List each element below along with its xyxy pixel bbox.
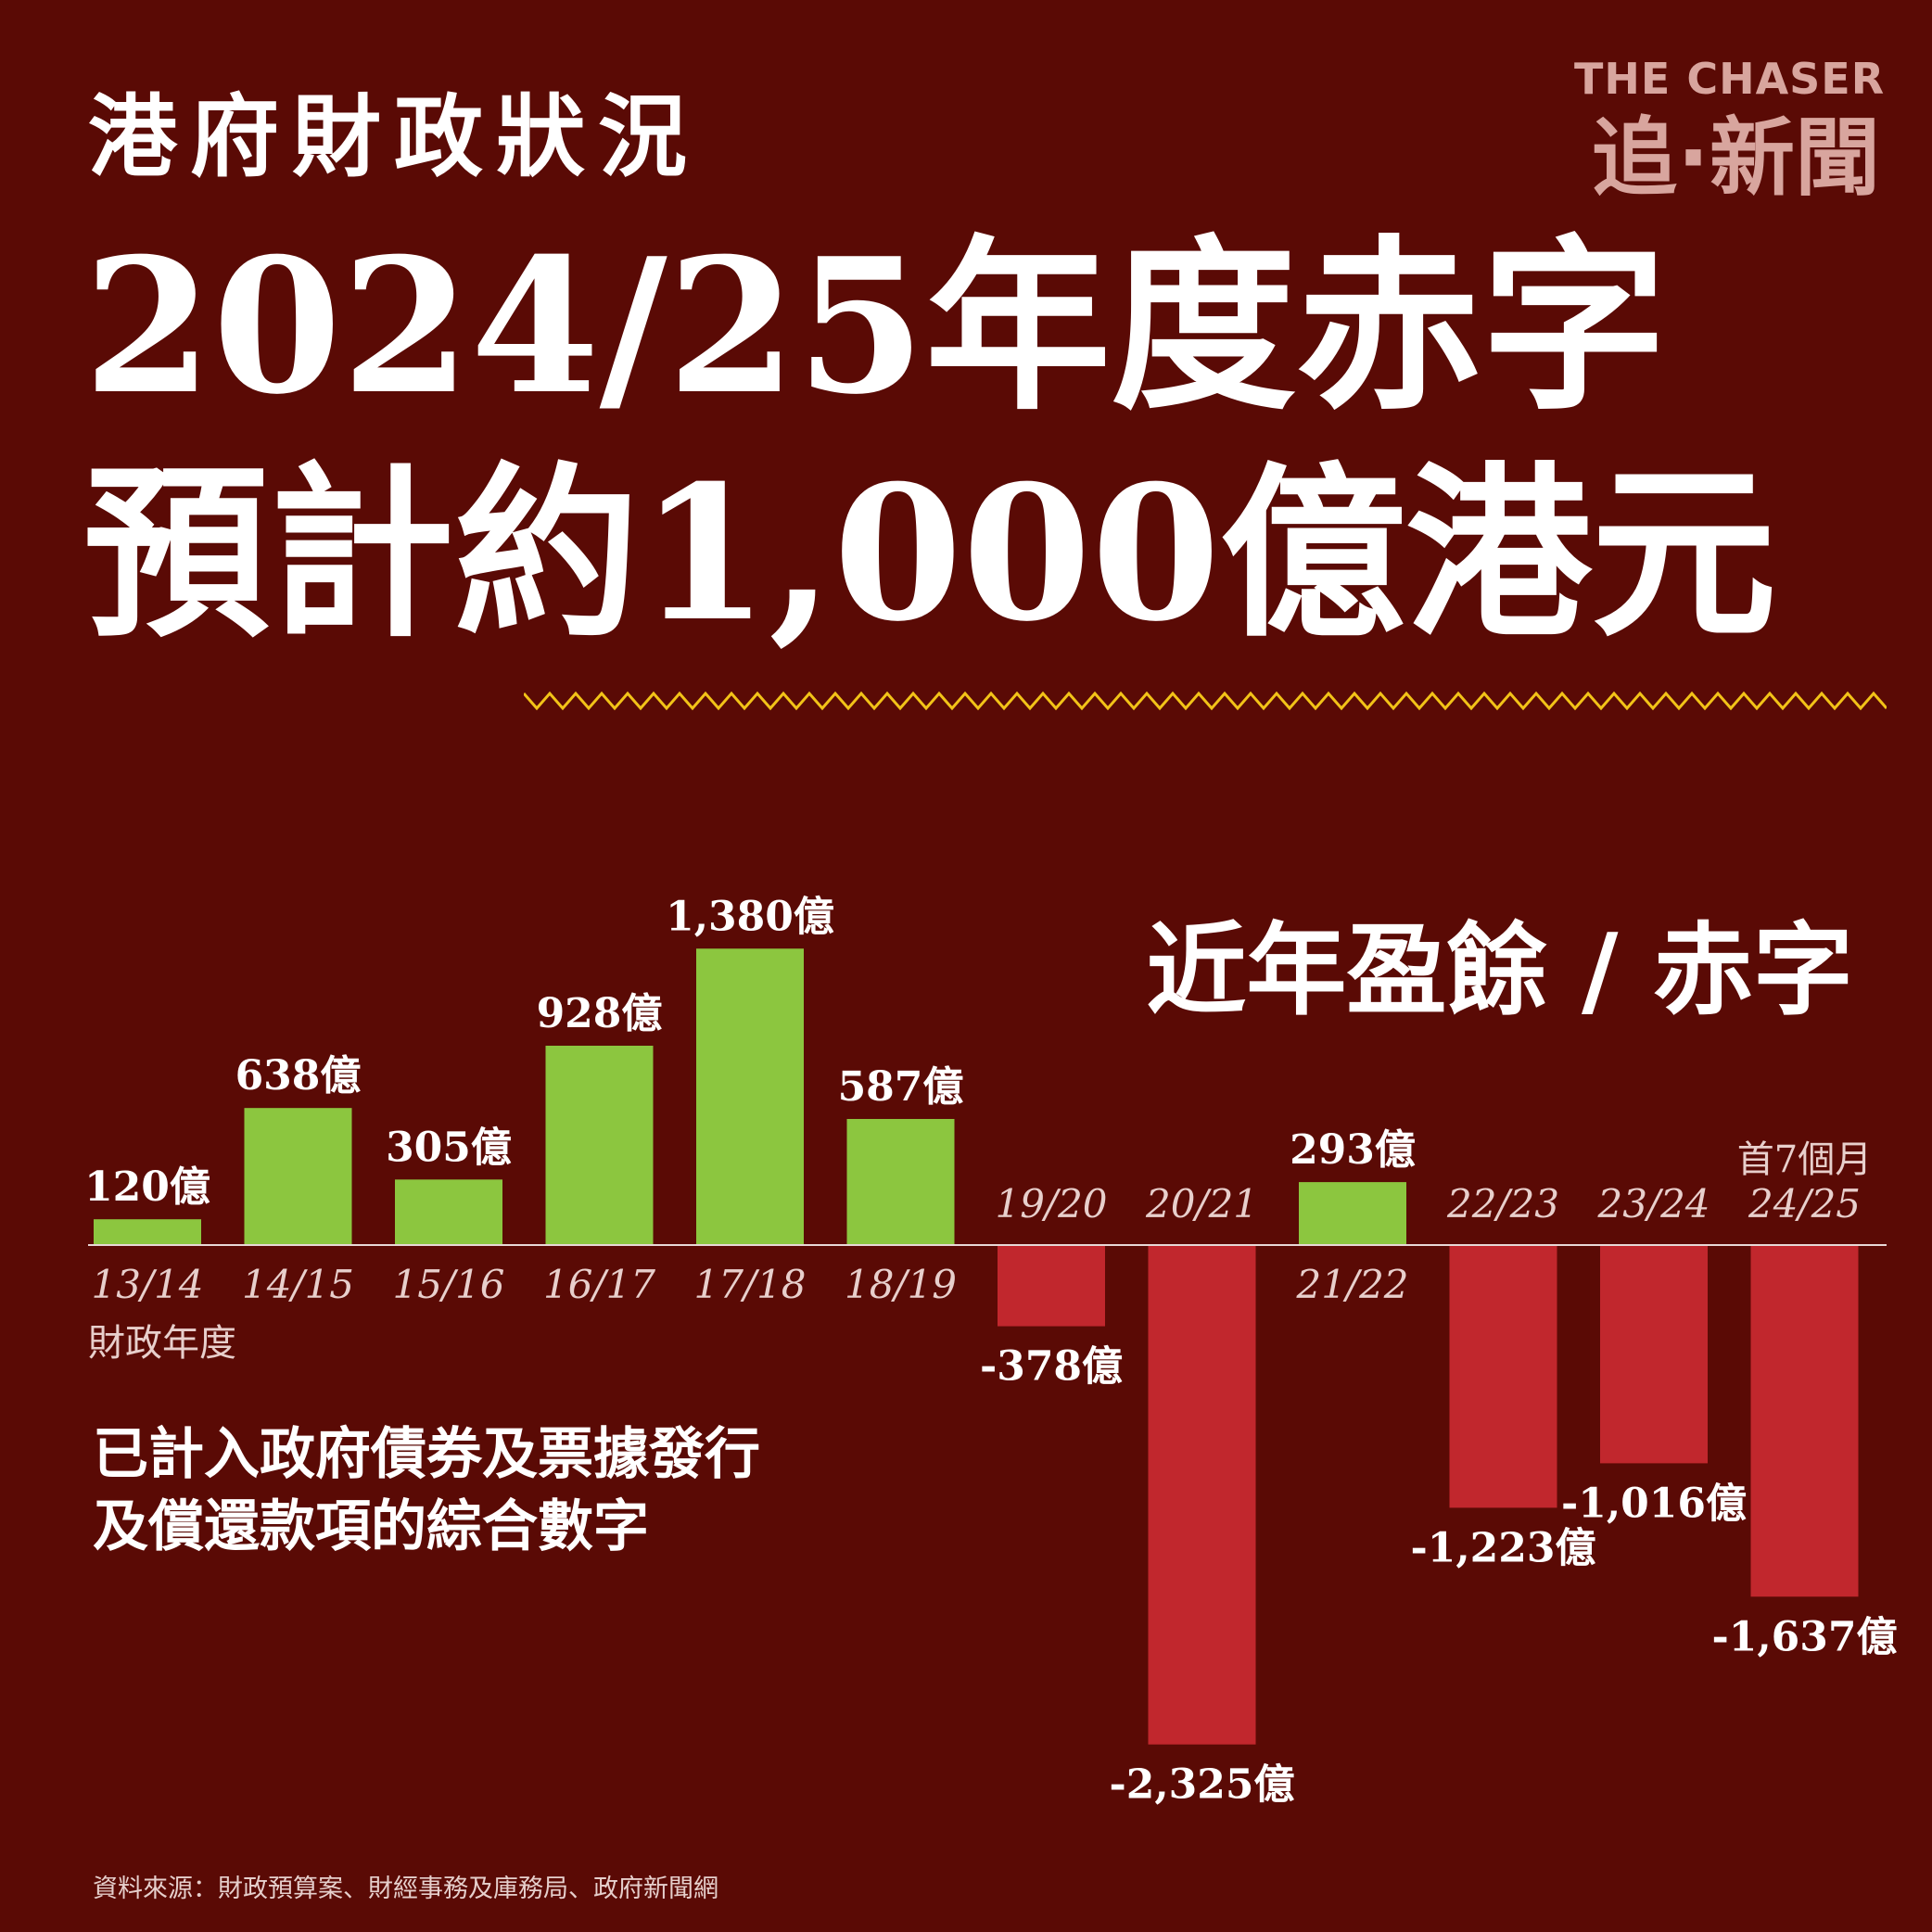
- headline-line-2: 預計約1,000億港元: [83, 445, 1777, 663]
- logo-text-zh: 追·新聞: [1592, 108, 1880, 208]
- value-label-21/22: 293億: [1290, 1126, 1416, 1174]
- bar-23/24: [1600, 1245, 1708, 1464]
- footnote: 已計入政府債券及票據發行 及償還款項的綜合數字: [93, 1418, 760, 1563]
- value-label-14/15: 638億: [235, 1052, 362, 1099]
- bar-15/16: [395, 1179, 502, 1245]
- bar-17/18: [696, 948, 804, 1245]
- kicker-title: 港府財政狀況: [88, 84, 700, 189]
- tick-label-16/17: 16/17: [543, 1262, 655, 1307]
- logo-text-en: THE CHASER: [1574, 54, 1886, 104]
- tick-label-23/24: 23/24: [1596, 1181, 1710, 1227]
- value-label-16/17: 928億: [537, 990, 663, 1037]
- footnote-line-1: 已計入政府債券及票據發行: [93, 1422, 760, 1487]
- logo: THE CHASER 追·新聞: [1574, 54, 1886, 210]
- tick-label-15/16: 15/16: [392, 1262, 504, 1307]
- bar-19/20: [998, 1245, 1105, 1327]
- value-label-13/14: 120億: [84, 1163, 210, 1211]
- value-label-15/16: 305億: [386, 1124, 512, 1171]
- value-label-20/21: -2,325億: [1109, 1761, 1294, 1809]
- value-label-19/20: -378億: [980, 1343, 1123, 1391]
- value-label-22/23: -1,223億: [1410, 1524, 1595, 1571]
- headline-line-1: 2024/25年度赤字: [83, 218, 1668, 436]
- bar-14/15: [244, 1108, 352, 1245]
- tick-label-21/22: 21/22: [1295, 1262, 1408, 1307]
- bar-20/21: [1148, 1245, 1256, 1745]
- headline: 2024/25年度赤字 預計約1,000億港元: [83, 213, 1776, 667]
- tick-label-20/21: 20/21: [1145, 1181, 1258, 1227]
- tick-label-17/18: 17/18: [693, 1262, 806, 1307]
- bar-21/22: [1299, 1182, 1406, 1245]
- source-note: 資料來源：財政預算案、財經事務及庫務局、政府新聞網: [93, 1875, 718, 1903]
- value-label-18/19: 587億: [838, 1063, 964, 1111]
- bar-22/23: [1449, 1245, 1557, 1508]
- annotation-first-7-months: 首7個月: [1737, 1138, 1872, 1181]
- x-axis-label: 財政年度: [88, 1322, 236, 1365]
- tick-label-18/19: 18/19: [845, 1262, 957, 1307]
- value-label-24/25: -1,637億: [1711, 1613, 1897, 1660]
- bar-18/19: [846, 1118, 955, 1245]
- tick-label-22/23: 22/23: [1446, 1181, 1559, 1227]
- tick-label-19/20: 19/20: [995, 1181, 1107, 1227]
- bar-16/17: [545, 1045, 654, 1245]
- value-label-23/24: -1,016億: [1561, 1480, 1747, 1527]
- zigzag-divider: [524, 691, 1887, 711]
- chart-title: 近年盈餘 / 赤字: [1146, 912, 1853, 1029]
- tick-label-13/14: 13/14: [91, 1262, 203, 1307]
- footnote-line-2: 及償還款項的綜合數字: [93, 1494, 649, 1559]
- tick-label-14/15: 14/15: [242, 1262, 354, 1307]
- value-label-17/18: 1,380億: [666, 893, 834, 940]
- tick-label-24/25: 24/25: [1748, 1181, 1861, 1227]
- bar-13/14: [94, 1219, 201, 1245]
- bar-24/25: [1750, 1245, 1859, 1597]
